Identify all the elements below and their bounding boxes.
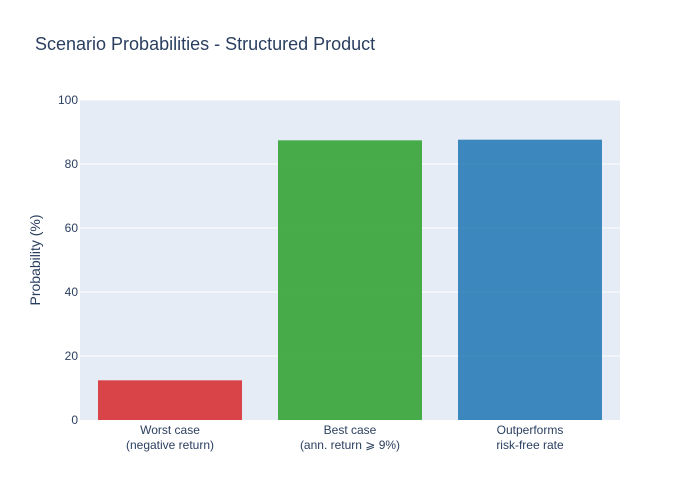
x-tick-label-line: Worst case bbox=[140, 423, 200, 437]
bar bbox=[98, 380, 242, 420]
x-tick-label: Outperforms risk-free rate bbox=[496, 423, 564, 452]
bar bbox=[278, 140, 422, 420]
y-axis-label: Probability (%) bbox=[27, 214, 43, 305]
y-tick-label: 100 bbox=[58, 93, 78, 107]
y-tick-labels: 0 20 40 60 80 100 bbox=[58, 93, 78, 427]
x-tick-label-line: (ann. return ⩾ 9%) bbox=[300, 438, 400, 452]
x-tick-label-line: Outperforms bbox=[497, 423, 564, 437]
y-tick-label: 80 bbox=[65, 157, 79, 171]
y-tick-label: 40 bbox=[65, 285, 79, 299]
y-tick-label: 0 bbox=[71, 413, 78, 427]
bar bbox=[458, 139, 602, 420]
y-tick-label: 20 bbox=[65, 349, 79, 363]
chart-title: Scenario Probabilities - Structured Prod… bbox=[35, 34, 375, 54]
x-tick-label-line: Best case bbox=[324, 423, 377, 437]
x-tick-labels: Worst case (negative return) Best case (ann… bbox=[126, 423, 564, 452]
y-tick-label: 60 bbox=[65, 221, 79, 235]
x-tick-label-line: (negative return) bbox=[126, 438, 214, 452]
x-tick-label-line: risk-free rate bbox=[496, 438, 564, 452]
bars bbox=[98, 139, 602, 420]
x-tick-label: Worst case (negative return) bbox=[126, 423, 214, 452]
x-tick-label: Best case (ann. return ⩾ 9%) bbox=[300, 423, 400, 452]
